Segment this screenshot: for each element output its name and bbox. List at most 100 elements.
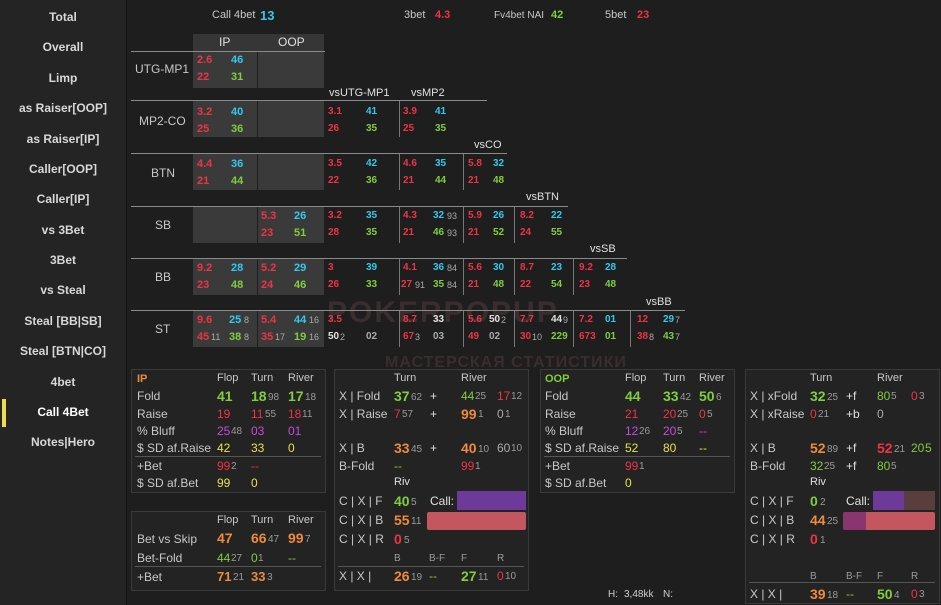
- ip-bluff-label: % Bluff: [137, 424, 175, 438]
- call-range-bar: [843, 512, 866, 530]
- stat: 55: [551, 227, 563, 238]
- stat: 32: [810, 459, 824, 473]
- stat: 99: [288, 530, 304, 546]
- stat: 50: [699, 388, 715, 404]
- sidebar-item-limp[interactable]: Limp: [48, 71, 78, 85]
- bet-vs-skip-label: Bet vs Skip: [137, 532, 198, 546]
- stat: 48: [605, 279, 617, 290]
- cxr-label: C | X | R: [750, 532, 795, 546]
- stat: 26: [328, 279, 340, 290]
- divider: [463, 311, 464, 347]
- stat: 7.7: [520, 314, 534, 325]
- stat: 02: [366, 331, 378, 342]
- divider: [135, 456, 321, 457]
- oop-raise-label: Raise: [545, 407, 576, 421]
- stat: 99: [217, 476, 231, 490]
- stat-sample: 10: [511, 443, 523, 454]
- vs-header: vsBB: [646, 296, 672, 308]
- sidebar-item-raiser-ip[interactable]: as Raiser[IP]: [26, 132, 100, 146]
- stat: 32: [810, 388, 826, 404]
- stat-sample: 25: [824, 461, 836, 472]
- stat: 3: [328, 262, 334, 273]
- row-label-sb: SB: [155, 218, 172, 232]
- divider: [131, 51, 325, 52]
- stat: 20: [663, 424, 677, 438]
- vs-header: vsBTN: [526, 191, 559, 203]
- stat: 4.6: [403, 158, 417, 169]
- stat-sample: 25: [475, 391, 487, 402]
- stat-sample: 7: [675, 315, 681, 325]
- sidebar-item-4bet[interactable]: 4bet: [50, 375, 76, 389]
- divider: [463, 154, 464, 190]
- stat: 43: [663, 331, 675, 342]
- sidebar-item-vs-steal[interactable]: vs Steal: [40, 283, 86, 297]
- stat: 29: [294, 262, 307, 274]
- ip-panel-title: IP: [137, 373, 148, 385]
- stat: 8.7: [520, 262, 534, 273]
- stat: 9.6: [197, 314, 213, 326]
- stat-sample: 84: [447, 280, 458, 290]
- stat: 44: [435, 175, 447, 186]
- col-b: B: [394, 553, 401, 564]
- stat: 27: [461, 568, 477, 584]
- call-range-bar: [427, 512, 526, 530]
- sidebar-item-3bet[interactable]: 3Bet: [49, 253, 76, 267]
- sidebar-item-overall[interactable]: Overall: [42, 40, 84, 54]
- sidebar-item-steal-bb-sb[interactable]: Steal [BB|SB]: [24, 314, 102, 328]
- stat: 31: [231, 71, 244, 83]
- stat: 44: [461, 389, 475, 403]
- stat-sample: 16: [309, 332, 320, 342]
- stat: 36: [231, 158, 244, 170]
- x-bet-label: X | B: [339, 441, 365, 455]
- row-label-st: ST: [155, 322, 171, 336]
- sidebar-item-steal-btn-co[interactable]: Steal [BTN|CO]: [19, 344, 107, 358]
- stat: 30: [520, 331, 532, 342]
- cell-bg: [193, 259, 257, 295]
- stat: 0: [251, 551, 258, 565]
- call-range-bar: [457, 491, 526, 510]
- stat: 36: [433, 262, 445, 273]
- stat: 35: [433, 279, 445, 290]
- stat: --: [394, 459, 402, 473]
- stat: 5.6: [468, 262, 482, 273]
- stat-sample: 26: [639, 426, 651, 437]
- stat: 7: [394, 407, 401, 421]
- sidebar-item-notes-hero[interactable]: Notes|Hero: [30, 435, 96, 449]
- sidebar-item-vs-3bet[interactable]: vs 3Bet: [41, 223, 85, 237]
- stat: 0: [497, 407, 504, 421]
- plus-sign: +: [430, 441, 438, 455]
- divider: [131, 206, 568, 207]
- stat: 99: [461, 406, 477, 422]
- ip-bet-label: +Bet: [137, 459, 163, 473]
- stat: 7.2: [579, 314, 593, 325]
- sidebar-item-call-4bet[interactable]: Call 4Bet: [37, 405, 89, 419]
- stat-sample: 3: [415, 332, 421, 342]
- stat: 5.2: [261, 262, 277, 274]
- stat-sample: 1: [639, 461, 645, 472]
- oop-bluff-label: % Bluff: [545, 424, 583, 438]
- stat-sample: 89: [827, 444, 839, 455]
- sidebar-item-caller-ip[interactable]: Caller[IP]: [36, 192, 90, 206]
- stat-sample: 2: [340, 332, 346, 342]
- stat: 32: [433, 210, 445, 221]
- row-label-mp2-co: MP2-CO: [139, 114, 186, 128]
- stat: 33: [251, 441, 265, 455]
- sidebar-item-caller-oop[interactable]: Caller[OOP]: [28, 162, 97, 176]
- oop-sd-raise-label: $ SD af.Raise: [545, 441, 620, 455]
- stat: 18: [251, 388, 267, 404]
- stat-sample: 8: [244, 315, 250, 325]
- sidebar-item-total[interactable]: Total: [49, 10, 77, 24]
- stat: 52: [810, 440, 826, 456]
- stat: 50: [328, 331, 340, 342]
- stat: 12: [637, 314, 649, 325]
- col-river: River: [461, 372, 487, 384]
- stat: 25: [229, 314, 242, 326]
- stat-sample: 5: [411, 497, 417, 508]
- oop-check-panel: [745, 369, 940, 604]
- cell-bg: [258, 52, 324, 88]
- stat-sample: 62: [411, 392, 423, 403]
- sidebar-item-raiser-oop[interactable]: as Raiser[OOP]: [18, 101, 108, 115]
- stat: 50: [877, 586, 893, 602]
- stat: 28: [328, 227, 340, 238]
- stat: 25: [403, 123, 415, 134]
